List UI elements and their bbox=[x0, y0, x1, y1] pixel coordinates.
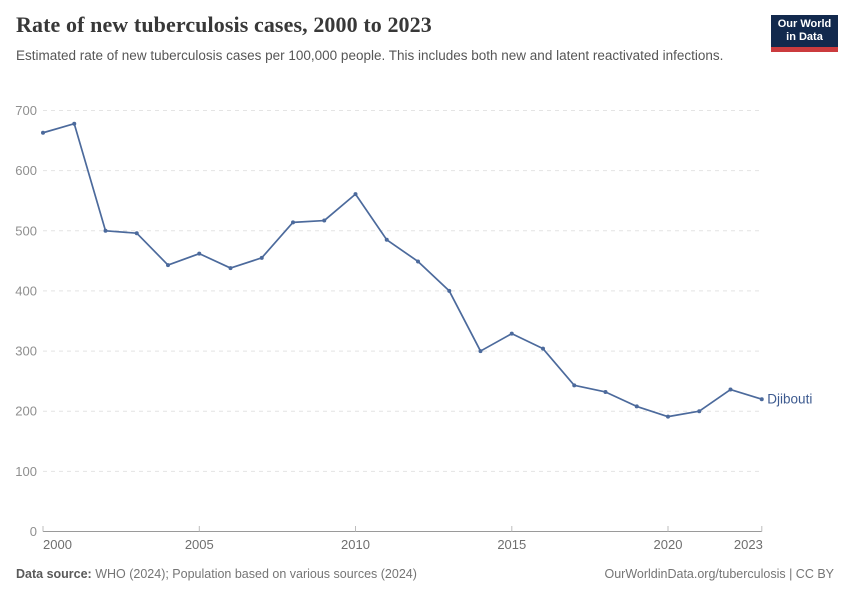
data-point bbox=[353, 192, 358, 197]
y-axis-label: 100 bbox=[15, 464, 37, 479]
series-label: Djibouti bbox=[767, 392, 812, 407]
data-point bbox=[384, 237, 389, 242]
chart-footer: Data source: WHO (2024); Population base… bbox=[16, 566, 834, 582]
data-point bbox=[291, 220, 295, 225]
y-axis-label: 600 bbox=[15, 163, 37, 178]
series-line bbox=[42, 122, 763, 418]
data-source-label: Data source: bbox=[16, 567, 96, 581]
data-point bbox=[197, 251, 202, 256]
data-source-text: WHO (2024); Population based on various … bbox=[95, 567, 417, 581]
line-chart: 0 100 200 300 400 500 600 700 2000 2005 2010 2015 20… bbox=[15, 103, 812, 552]
data-point bbox=[103, 228, 108, 233]
data-point bbox=[478, 349, 483, 354]
chart-subtitle: Estimated rate of new tuberculosis cases… bbox=[16, 48, 724, 63]
x-axis-label: 2020 bbox=[654, 537, 683, 552]
data-point bbox=[697, 409, 702, 414]
owid-cc-link[interactable]: OurWorldinData.org/tuberculosis | CC BY bbox=[604, 567, 835, 581]
data-point bbox=[541, 346, 545, 351]
data-point bbox=[166, 263, 170, 268]
data-point bbox=[134, 231, 139, 236]
y-axis-label: 700 bbox=[15, 103, 37, 118]
x-axis-label: 2015 bbox=[497, 537, 526, 552]
data-point bbox=[728, 387, 733, 392]
y-axis-label: 400 bbox=[15, 283, 37, 298]
chart-title: Rate of new tuberculosis cases, 2000 to … bbox=[16, 12, 432, 37]
data-point bbox=[509, 331, 514, 336]
data-point bbox=[72, 121, 77, 126]
owid-logo-line1: Our World bbox=[777, 18, 832, 30]
data-point bbox=[572, 383, 577, 388]
owid-logo[interactable]: Our World in Data bbox=[771, 15, 838, 52]
owid-logo-line2: in Data bbox=[786, 31, 823, 43]
data-source-note: Data source: WHO (2024); Population base… bbox=[16, 566, 417, 582]
data-point bbox=[228, 266, 233, 271]
data-point bbox=[416, 259, 420, 264]
x-axis-label: 2010 bbox=[341, 537, 370, 552]
data-point bbox=[666, 414, 670, 419]
y-axis-label: 0 bbox=[30, 524, 37, 539]
x-axis-label: 2005 bbox=[185, 537, 214, 552]
y-axis-label: 500 bbox=[15, 223, 37, 238]
data-point bbox=[322, 218, 327, 223]
data-point bbox=[41, 130, 45, 135]
data-point bbox=[259, 255, 264, 260]
x-axis-label: 2000 bbox=[43, 537, 72, 552]
data-point bbox=[603, 389, 608, 394]
x-axis-label: 2023 bbox=[734, 537, 763, 552]
data-point bbox=[447, 288, 452, 293]
chart-header: Rate of new tuberculosis cases, 2000 to … bbox=[16, 10, 834, 65]
data-point bbox=[759, 397, 764, 402]
y-axis-label: 300 bbox=[15, 344, 37, 359]
y-axis-label: 200 bbox=[15, 404, 37, 419]
data-point bbox=[634, 404, 639, 409]
